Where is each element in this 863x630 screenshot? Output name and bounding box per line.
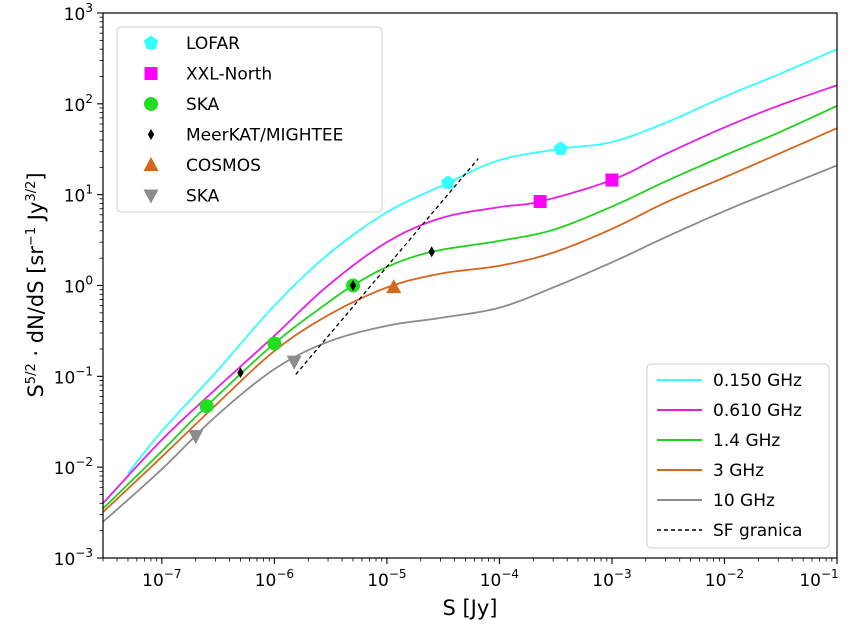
x-tick-label-5: 10−2 [705, 567, 744, 591]
x-tick-label-4-exp: −3 [614, 567, 632, 581]
x-tick-label-4: 10−3 [592, 567, 631, 591]
y-axis-label-end: ] [24, 172, 48, 180]
y-tick-label-4-base: 10 [64, 187, 86, 207]
marker-meerkat-mightee-3-point-0 [237, 367, 244, 379]
marker-cosmos-4-point-0 [386, 279, 402, 294]
y-tick-label-5-exp: 2 [85, 92, 93, 106]
x-axis-label: S [Jy] [442, 596, 497, 620]
legend-marker-2-label: SKA [186, 95, 220, 115]
marker-ska-5-point-1 [286, 355, 302, 370]
curve-0-150-ghz [127, 48, 838, 475]
y-tick-label-5: 102 [64, 92, 93, 116]
marker-ska-5-point-0 [188, 430, 204, 445]
legend-line-1-label: 0.610 GHz [713, 401, 802, 421]
curve-0-610-ghz [102, 84, 838, 504]
x-tick-label-6-exp: −1 [821, 567, 839, 581]
legend-marker-1-label: XXL-North [186, 65, 272, 85]
y-tick-label-0: 10−3 [54, 546, 93, 570]
legend-marker-5-label: SKA [186, 187, 220, 207]
legend-markers-box [116, 26, 383, 213]
legend-marker-0-swatch [143, 35, 159, 50]
x-tick-label-2-base: 10 [367, 571, 389, 591]
y-axis-label-base: S [24, 384, 48, 397]
legend-marker-3-label: MeerKAT/MIGHTEE [186, 126, 343, 146]
x-tick-label-0: 10−7 [142, 567, 181, 591]
legend-marker-4-swatch [143, 157, 159, 171]
x-tick-labels: 10−7 10−6 10−5 10−4 10−3 10−2 10−1 [142, 567, 839, 591]
markers-layer [188, 141, 619, 445]
y-axis-label-sup2: −1 [24, 227, 39, 246]
legend-line-3-label: 3 GHz [713, 461, 764, 481]
x-tick-label-3-base: 10 [480, 571, 502, 591]
y-tick-label-1: 10−2 [54, 455, 93, 479]
x-tick-label-0-exp: −7 [164, 567, 182, 581]
x-tick-label-2-exp: −5 [389, 567, 407, 581]
y-axis-label-mid2: Jy [24, 202, 48, 227]
y-axis-label-sup3: 3/2 [24, 181, 39, 202]
x-tick-label-5-exp: −2 [726, 567, 744, 581]
y-tick-label-2-base: 10 [54, 368, 76, 388]
y-tick-label-3: 100 [64, 274, 93, 298]
x-tick-label-1: 10−6 [255, 567, 294, 591]
y-tick-label-0-base: 10 [54, 550, 76, 570]
sf-boundary-line [295, 158, 479, 375]
x-tick-label-6: 10−1 [799, 567, 838, 591]
curve-3-ghz [102, 127, 838, 513]
y-tick-label-3-base: 10 [64, 278, 86, 298]
legend-marker-5-swatch [143, 189, 159, 204]
x-tick-label-3-exp: −4 [501, 567, 519, 581]
marker-ska-2-point-1 [267, 336, 282, 351]
x-tick-label-0-base: 10 [142, 571, 164, 591]
legend-marker-2-swatch [144, 97, 158, 111]
x-tick-label-1-base: 10 [255, 571, 277, 591]
y-tick-label-6-base: 10 [64, 5, 86, 25]
x-tick-label-5-base: 10 [705, 571, 727, 591]
legend-line-5-label: SF granica [713, 521, 802, 541]
legend-line-0-label: 0.150 GHz [713, 371, 802, 391]
y-tick-label-4: 101 [64, 183, 93, 207]
marker-meerkat-mightee-3-point-1 [349, 280, 357, 291]
x-tick-label-6-base: 10 [799, 571, 821, 591]
legend-line-2-label: 1.4 GHz [713, 431, 780, 451]
marker-xxl-north-1-point-1 [605, 173, 619, 187]
legend-lines: 0.150 GHz 0.610 GHz 1.4 GHz 3 GHz 10 GHz SF g… [646, 363, 830, 549]
y-axis-label-sup1: 5/2 [24, 363, 39, 384]
y-tick-label-2: 10−1 [54, 364, 93, 388]
y-tick-label-4-exp: 1 [85, 183, 93, 197]
y-tick-label-6-exp: 3 [85, 1, 93, 15]
legend-markers: LOFAR XXL-North SKA MeerKAT/MIGHTEE COSMOS SK… [116, 26, 383, 213]
legend-marker-0-label: LOFAR [186, 34, 240, 54]
legend-marker-4-label: COSMOS [186, 156, 261, 176]
y-tick-label-1-base: 10 [54, 459, 76, 479]
y-tick-label-1-exp: −2 [75, 455, 93, 469]
ticks-layer [97, 12, 838, 564]
marker-meerkat-mightee-3-point-2 [428, 246, 435, 258]
y-axis-label: S5/2 · dN/dS [sr−1 Jy3/2] [24, 172, 48, 397]
y-axis-label-mid: · dN/dS [sr [24, 246, 48, 364]
x-tick-label-2: 10−5 [367, 567, 406, 591]
marker-xxl-north-1-point-0 [533, 195, 547, 209]
marker-ska-2-point-0 [199, 399, 214, 414]
marker-lofar-0-point-0 [440, 175, 456, 189]
curve-10-ghz [102, 164, 838, 523]
marker-lofar-0-point-1 [553, 141, 568, 155]
legend-line-4-label: 10 GHz [713, 491, 775, 511]
x-tick-label-1-exp: −6 [276, 567, 294, 581]
x-tick-label-3: 10−4 [480, 567, 519, 591]
y-tick-label-6: 103 [64, 1, 93, 25]
y-tick-label-0-exp: −3 [75, 546, 93, 560]
x-tick-label-4-base: 10 [592, 571, 614, 591]
legend-marker-3-swatch [147, 129, 155, 140]
y-tick-label-3-exp: 0 [85, 274, 93, 288]
y-tick-label-2-exp: −1 [75, 364, 93, 378]
y-tick-label-5-base: 10 [64, 96, 86, 116]
legend-marker-1-swatch [144, 67, 158, 80]
